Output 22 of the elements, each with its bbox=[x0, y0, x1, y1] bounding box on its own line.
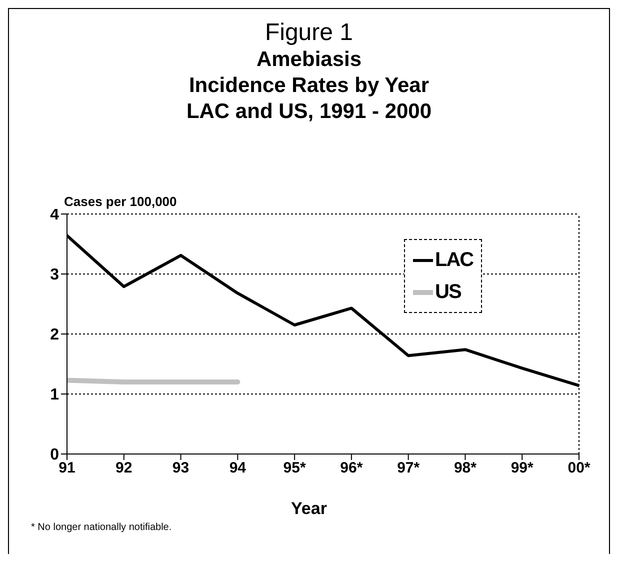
y-tick-label: 4 bbox=[50, 206, 60, 224]
x-tick-label: 97* bbox=[397, 460, 420, 477]
y-axis-title: Cases per 100,000 bbox=[64, 194, 177, 209]
x-tick-label: 93 bbox=[172, 460, 190, 477]
y-tick-label: 2 bbox=[50, 326, 60, 344]
legend-label: LAC bbox=[434, 248, 474, 272]
x-tick-label: 95* bbox=[283, 460, 306, 477]
x-tick-label: 00* bbox=[568, 460, 590, 477]
x-tick-label: 94 bbox=[229, 460, 247, 477]
x-tick-label: 98* bbox=[454, 460, 477, 477]
x-tick-label: 92 bbox=[116, 460, 132, 477]
chart-title: Figure 1 bbox=[264, 19, 354, 47]
x-tick-label: 96* bbox=[340, 460, 363, 477]
chart-subtitle: Amebiasis Incidence Rates by Year LAC and US, 1991 - 2000 bbox=[185, 47, 433, 125]
legend-label: US bbox=[434, 280, 462, 304]
x-axis-title: Year bbox=[290, 499, 328, 519]
y-tick-label: 3 bbox=[50, 266, 60, 284]
x-tick-label: 91 bbox=[58, 460, 76, 477]
y-tick-label: 0 bbox=[50, 446, 60, 464]
text: * No longer nationally notifiable. bbox=[31, 522, 172, 533]
x-tick-label: 99* bbox=[510, 460, 534, 477]
y-tick-label: 1 bbox=[50, 386, 60, 404]
